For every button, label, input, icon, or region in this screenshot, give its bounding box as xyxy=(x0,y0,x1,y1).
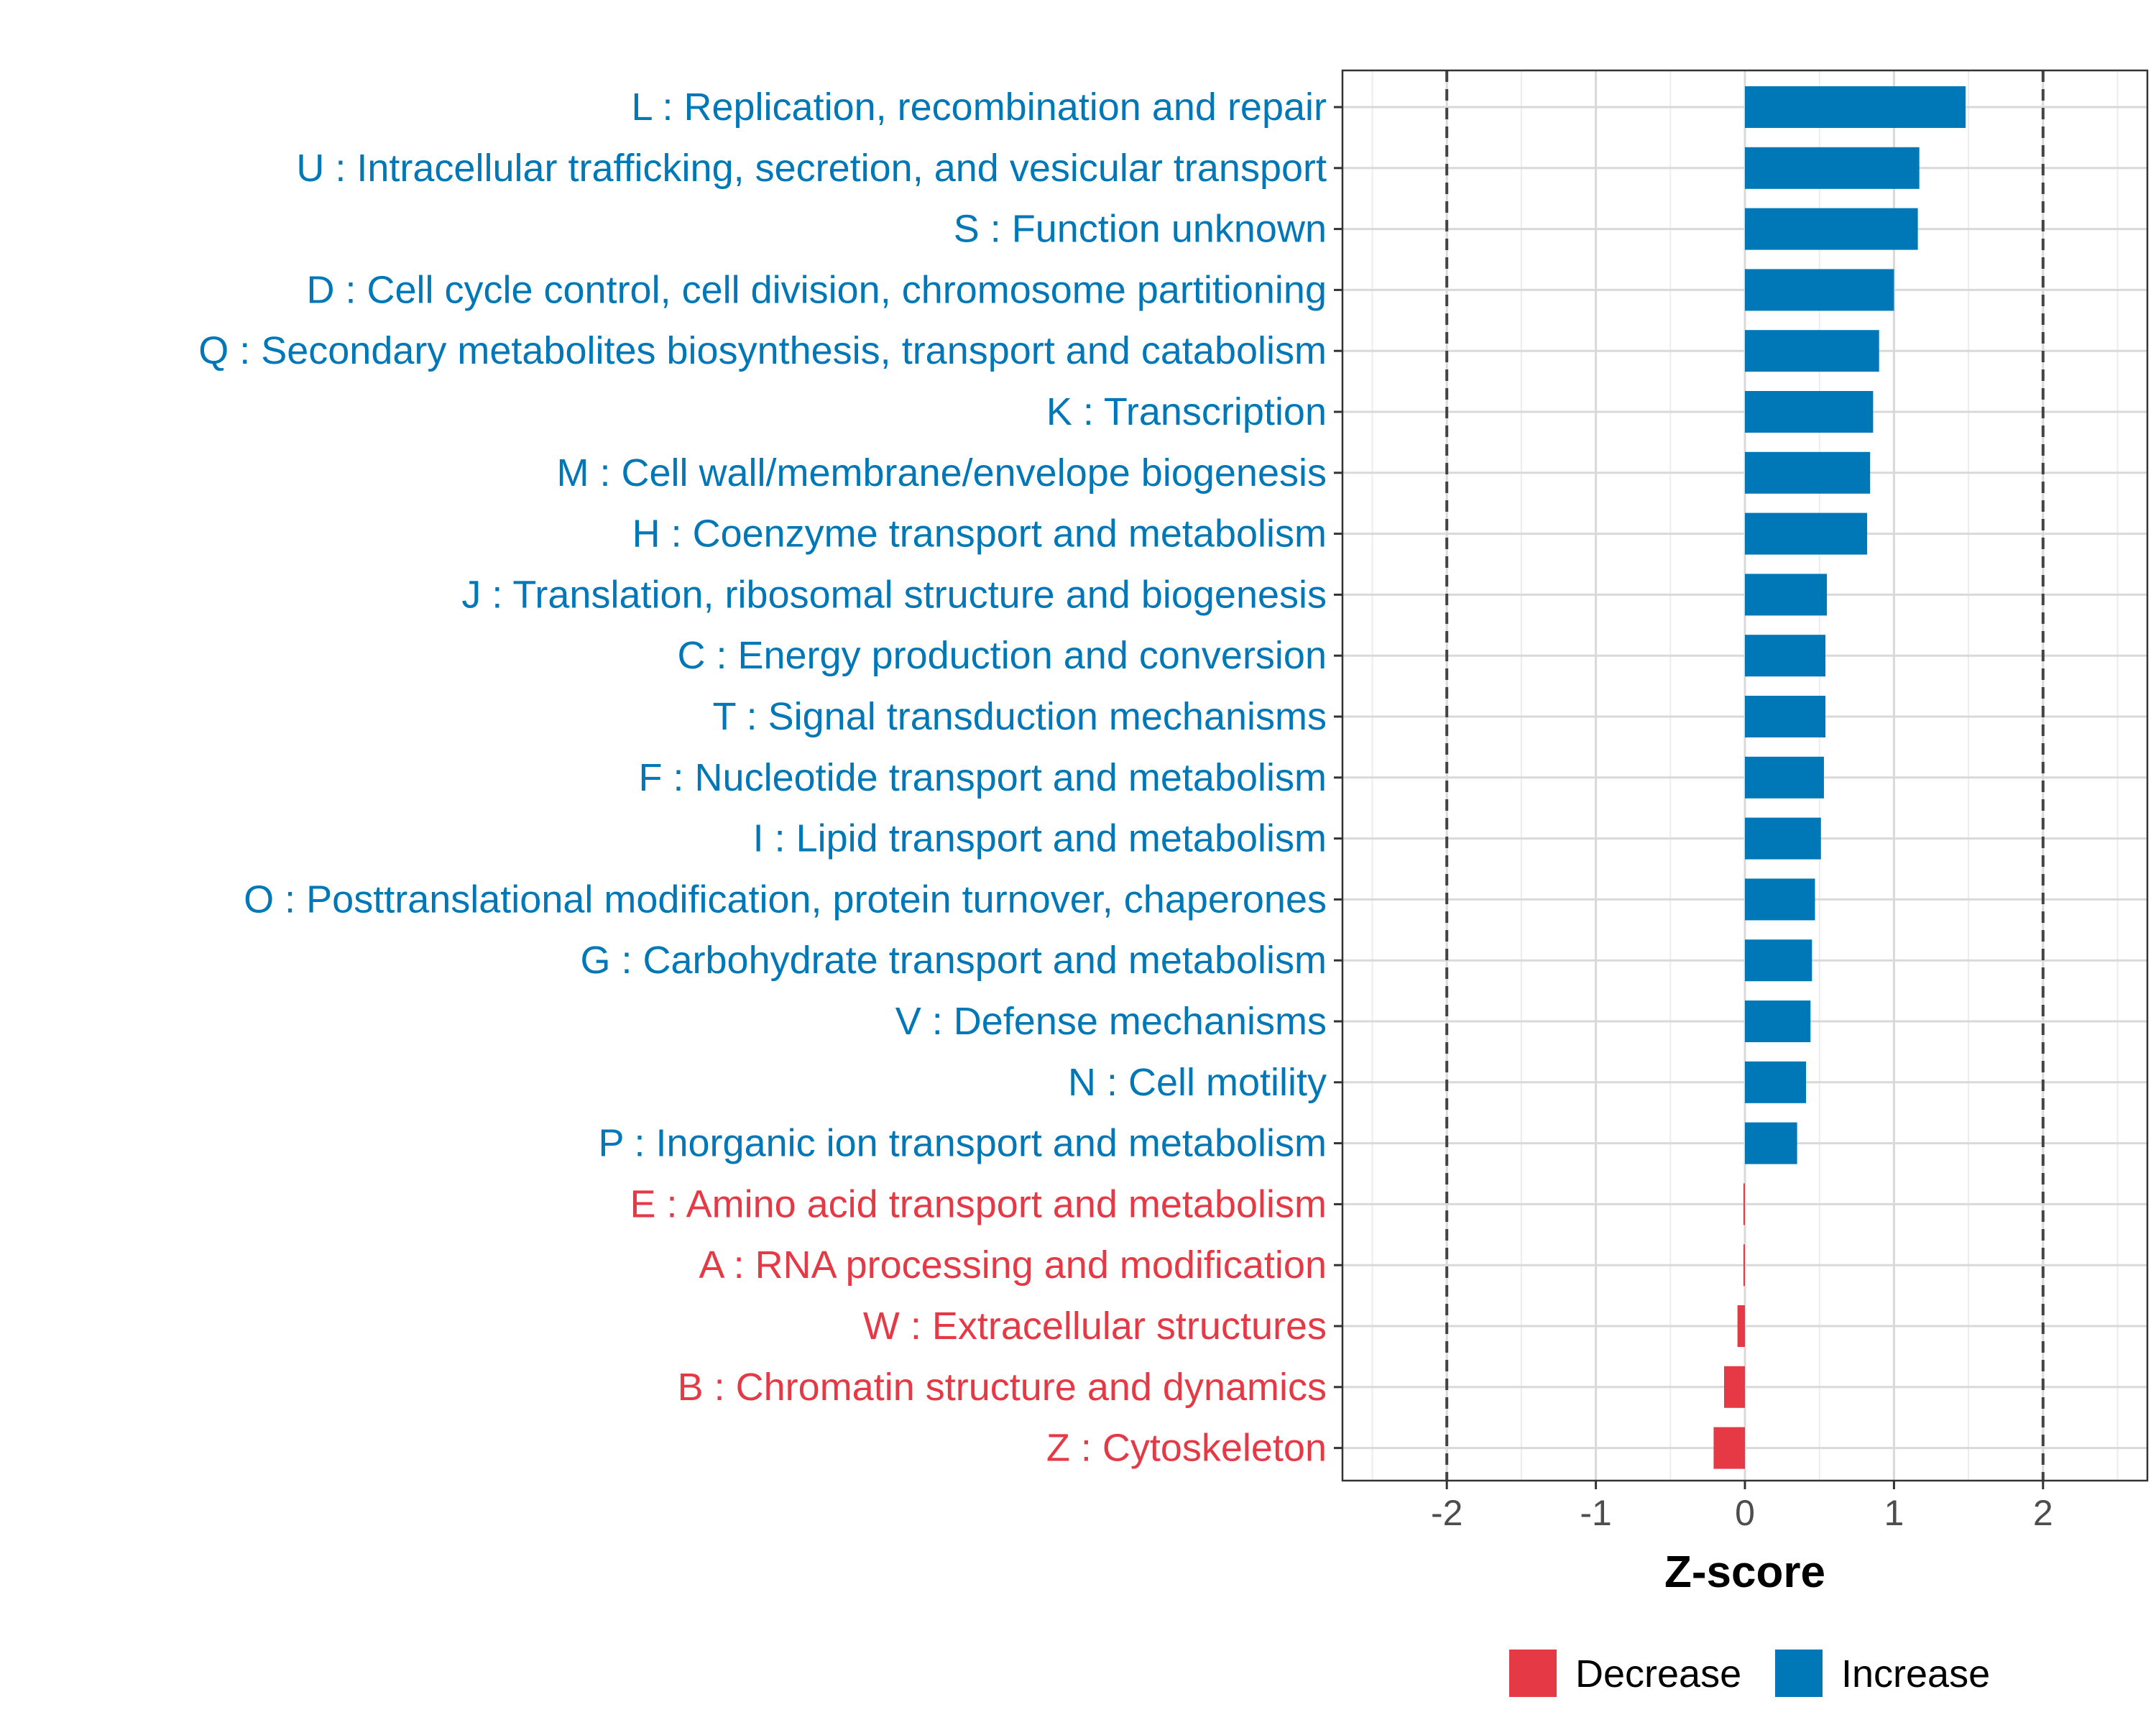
bar xyxy=(1743,1244,1745,1287)
legend-key xyxy=(1509,1650,1557,1697)
category-label: Q : Secondary metabolites biosynthesis, … xyxy=(198,329,1327,372)
category-label: I : Lipid transport and metabolism xyxy=(753,817,1327,860)
category-label: D : Cell cycle control, cell division, c… xyxy=(306,268,1327,311)
category-label: G : Carbohydrate transport and metabolis… xyxy=(581,939,1327,982)
reference-lines xyxy=(1445,70,2045,1481)
x-axis-title: Z-score xyxy=(1664,1547,1825,1597)
bars xyxy=(1713,86,1966,1469)
bar xyxy=(1723,1366,1745,1408)
category-label: S : Function unknown xyxy=(954,208,1327,251)
bar xyxy=(1745,878,1815,921)
category-label: E : Amino acid transport and metabolism xyxy=(630,1182,1327,1225)
bar xyxy=(1745,635,1825,677)
category-labels: L : Replication, recombination and repai… xyxy=(198,86,1342,1470)
bar xyxy=(1745,86,1966,128)
bar xyxy=(1745,147,1920,189)
category-label: O : Posttranslational modification, prot… xyxy=(244,878,1327,921)
category-label: V : Defense mechanisms xyxy=(895,1000,1327,1043)
legend: Decrease Increase xyxy=(1509,1650,1990,1697)
category-label: M : Cell wall/membrane/envelope biogenes… xyxy=(556,451,1327,494)
bar xyxy=(1745,208,1918,250)
legend-label: Decrease xyxy=(1575,1652,1741,1696)
category-label: F : Nucleotide transport and metabolism xyxy=(639,756,1327,799)
bar xyxy=(1745,330,1879,372)
bar xyxy=(1743,1183,1745,1225)
legend-label: Increase xyxy=(1841,1652,1990,1696)
x-tick-label: -2 xyxy=(1431,1493,1462,1533)
bar xyxy=(1745,574,1828,616)
bar xyxy=(1737,1305,1745,1347)
category-label: T : Signal transduction mechanisms xyxy=(713,695,1327,738)
bar xyxy=(1745,939,1812,982)
bar xyxy=(1745,269,1894,311)
bar xyxy=(1713,1427,1745,1469)
bar xyxy=(1745,817,1821,860)
category-label: B : Chromatin structure and dynamics xyxy=(678,1366,1327,1409)
x-tick-label: 2 xyxy=(2033,1493,2053,1533)
x-tick-label: 0 xyxy=(1735,1493,1755,1533)
category-label: L : Replication, recombination and repai… xyxy=(631,86,1327,129)
bar xyxy=(1745,1061,1807,1103)
category-label: W : Extracellular structures xyxy=(863,1305,1327,1348)
bar xyxy=(1745,451,1871,494)
category-label: H : Coenzyme transport and metabolism xyxy=(632,512,1327,556)
x-tick-label: 1 xyxy=(1884,1493,1904,1533)
category-label: Z : Cytoskeleton xyxy=(1046,1427,1327,1470)
bar xyxy=(1745,512,1868,555)
category-label: A : RNA processing and modification xyxy=(699,1243,1327,1287)
category-label: K : Transcription xyxy=(1046,390,1327,433)
bar xyxy=(1745,696,1825,737)
category-label: C : Energy production and conversion xyxy=(677,634,1327,677)
category-label: J : Translation, ribosomal structure and… xyxy=(461,573,1327,616)
bar xyxy=(1745,756,1824,799)
category-label: P : Inorganic ion transport and metaboli… xyxy=(598,1122,1327,1165)
bar xyxy=(1745,1122,1797,1164)
bar xyxy=(1745,391,1874,433)
category-label: U : Intracellular trafficking, secretion… xyxy=(296,147,1327,190)
bar xyxy=(1745,1000,1811,1042)
x-tick-label: -1 xyxy=(1580,1493,1611,1533)
category-label: N : Cell motility xyxy=(1068,1061,1327,1104)
legend-key xyxy=(1775,1650,1823,1697)
x-axis-ticks: -2 -1 0 1 2 xyxy=(1431,1481,2053,1533)
